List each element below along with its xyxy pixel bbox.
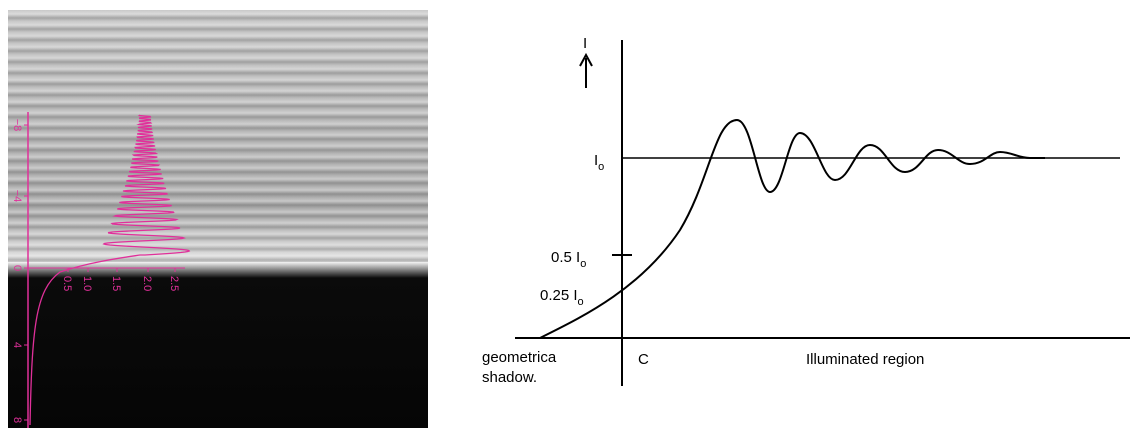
photo-overlay: −8 −4 0 4 8 0.5 1.0 1.5 2.0 2.5 [11, 112, 191, 428]
label-main: 0.5 I [551, 249, 580, 266]
edge-label: C [638, 351, 649, 368]
photo-tick-label: 4 [11, 342, 23, 348]
label-sub: o [598, 161, 604, 173]
photo-tick-label: 2.5 [168, 276, 180, 291]
label-main: I [594, 152, 598, 169]
quarter-label: 0.25 Io [540, 287, 584, 308]
photo-tick-label: −4 [11, 190, 23, 203]
photo-tick-label: 1.0 [81, 276, 93, 291]
shadow-label: geometrica [482, 349, 557, 366]
photo-tick-label: 0 [11, 265, 23, 271]
label-main: 0.25 I [540, 287, 578, 304]
intensity-curve [29, 114, 191, 426]
shadow-label: shadow. [482, 369, 537, 386]
diagram [515, 40, 1130, 386]
label-sub: o [578, 296, 584, 308]
fringe-photo [8, 10, 428, 428]
photo-tick-label: 1.5 [110, 276, 122, 291]
io-label: Io [594, 152, 604, 173]
photo-tick-label: −8 [11, 119, 23, 132]
photo-tick-label: 8 [11, 417, 23, 423]
photo-tick-label: 2.0 [141, 276, 153, 291]
half-label: 0.5 Io [551, 249, 586, 270]
arrow-head [579, 52, 593, 67]
axis-label: I [583, 35, 587, 52]
label-sub: o [580, 258, 586, 270]
photo-tick-label: 0.5 [61, 276, 73, 291]
region-label: Illuminated region [806, 351, 924, 368]
intensity-curve [539, 118, 1045, 339]
